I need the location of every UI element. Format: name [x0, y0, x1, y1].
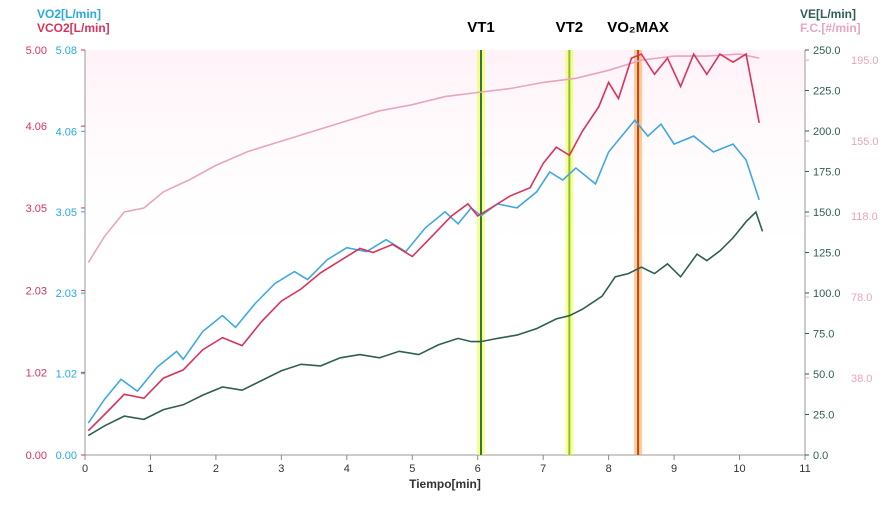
- y-tick-label-vo2: 0.00: [56, 450, 77, 462]
- y-tick-label-ve: 150.0: [813, 207, 841, 219]
- y-tick-label-vco2: 5.00: [26, 45, 47, 57]
- y-tick-label-vo2: 3.05: [56, 207, 77, 219]
- y-tick-label-ve: 50.0: [813, 369, 834, 381]
- axis-title-vco2: VCO2[L/min]: [37, 21, 110, 35]
- x-tick-label: 8: [606, 463, 612, 475]
- y-tick-label-ve: 75.0: [813, 329, 834, 341]
- x-tick-label: 5: [409, 463, 415, 475]
- y-tick-label-vo2: 1.02: [56, 369, 77, 381]
- y-tick-label-vo2: 2.03: [56, 288, 77, 300]
- y-tick-label-fc: 195.0: [851, 55, 879, 67]
- y-tick-label-vco2: 4.06: [26, 121, 47, 133]
- x-tick-label: 2: [213, 463, 219, 475]
- axis-title-fc: F.C.[#/min]: [800, 21, 861, 35]
- y-tick-label-ve: 25.0: [813, 410, 834, 422]
- y-tick-label-ve: 0.0: [813, 450, 828, 462]
- y-tick-label-fc: 78.0: [851, 292, 872, 304]
- x-tick-label: 3: [278, 463, 284, 475]
- y-tick-label-vo2: 4.06: [56, 126, 77, 138]
- marker-label-vt2: VT2: [556, 19, 584, 36]
- y-tick-label-ve: 125.0: [813, 248, 841, 260]
- x-tick-label: 7: [540, 463, 546, 475]
- y-tick-label-ve: 200.0: [813, 126, 841, 138]
- axis-title-ve: VE[L/min]: [800, 7, 856, 21]
- y-tick-label-ve: 175.0: [813, 167, 841, 179]
- y-tick-label-ve: 100.0: [813, 288, 841, 300]
- x-tick-label: 10: [733, 463, 745, 475]
- x-axis-title: Tiempo[min]: [409, 477, 481, 491]
- marker-label-vo2max: VO₂MAX: [607, 19, 669, 36]
- y-tick-label-fc: 155.0: [851, 136, 879, 148]
- marker-label-vt1: VT1: [467, 19, 495, 36]
- cpet-chart: 0 1 2 3 4 5 6 7 8 9 10 11 Tiempo[min] 0.00 1.02 2.03 3.0…: [0, 0, 885, 510]
- x-tick-label: 11: [799, 463, 810, 475]
- x-tick-label: 9: [671, 463, 677, 475]
- y-tick-label-vco2: 0.00: [26, 450, 47, 462]
- x-tick-label: 0: [82, 463, 88, 475]
- axis-title-vo2: VO2[L/min]: [37, 7, 101, 21]
- x-tick-label: 4: [344, 463, 350, 475]
- x-tick-label: 1: [147, 463, 153, 475]
- y-tick-label-fc: 38.0: [851, 373, 872, 385]
- y-tick-label-ve: 225.0: [813, 86, 841, 98]
- y-tick-label-fc: 118.0: [851, 211, 878, 223]
- y-tick-label-vco2: 3.05: [26, 203, 47, 215]
- chart-svg: 0 1 2 3 4 5 6 7 8 9 10 11 Tiempo[min] 0.00 1.02 2.03 3.0…: [0, 0, 885, 510]
- y-tick-label-vco2: 1.02: [26, 367, 47, 379]
- y-tick-label-ve: 250.0: [813, 45, 841, 57]
- plot-background: [85, 50, 805, 455]
- y-tick-label-vo2: 5.08: [56, 45, 77, 57]
- x-tick-label: 6: [475, 463, 481, 475]
- y-tick-label-vco2: 2.03: [26, 286, 47, 298]
